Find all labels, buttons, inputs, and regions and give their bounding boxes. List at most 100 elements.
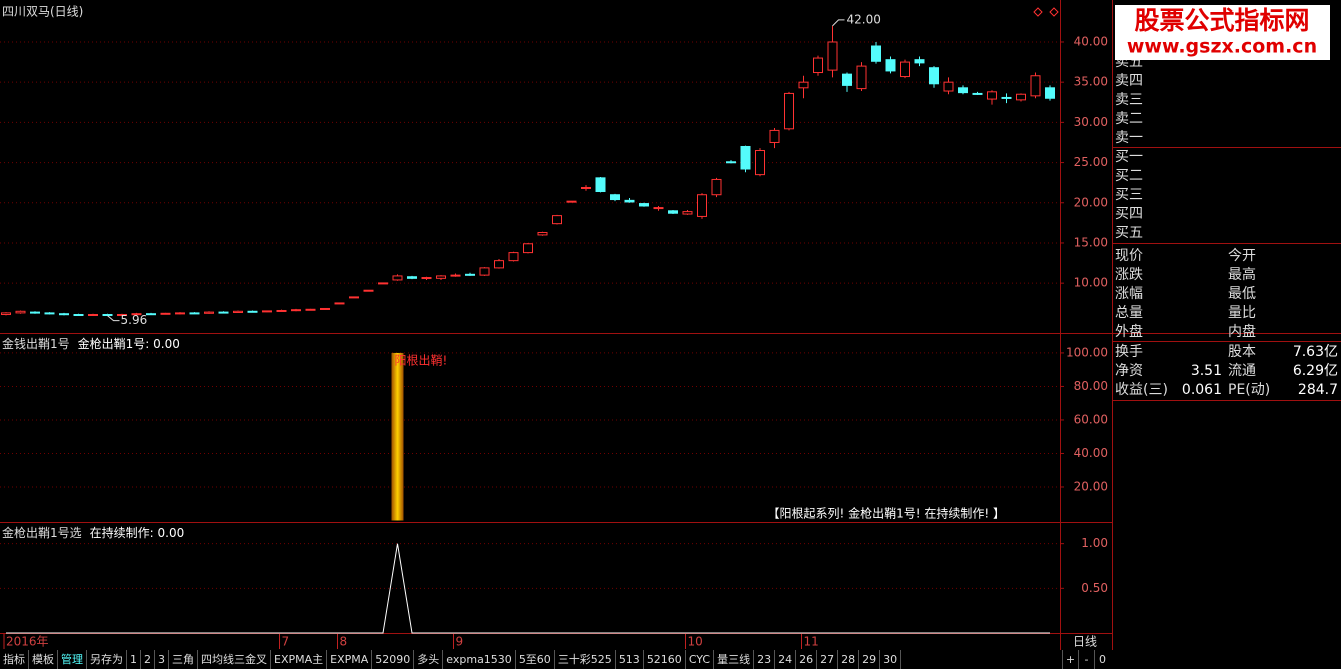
candle-body bbox=[320, 307, 330, 310]
tab[interactable]: 2 bbox=[141, 650, 155, 669]
side-text: 今开 bbox=[1228, 248, 1256, 264]
tab[interactable]: 26 bbox=[796, 650, 818, 669]
candle-body bbox=[450, 274, 461, 277]
tab[interactable]: 29 bbox=[859, 650, 881, 669]
side-text: 股本 bbox=[1228, 344, 1256, 360]
tab[interactable]: 另存为 bbox=[87, 650, 127, 669]
candle-body bbox=[30, 311, 40, 314]
side-text: 7.63亿 bbox=[1293, 344, 1338, 360]
tab[interactable]: 管理 bbox=[58, 650, 87, 669]
tab[interactable]: 三角 bbox=[169, 650, 198, 669]
candle-body bbox=[131, 313, 142, 316]
tab[interactable]: 52090 bbox=[372, 650, 415, 669]
side-text: 量比 bbox=[1228, 305, 1256, 321]
candle-body bbox=[465, 273, 475, 276]
side-text: 3.51 bbox=[1191, 363, 1222, 379]
side-text: 换手 bbox=[1115, 343, 1143, 360]
tab[interactable]: - bbox=[1078, 650, 1094, 669]
candle-body bbox=[537, 232, 548, 236]
pane-title-value: 在持续制作: 0.00 bbox=[90, 525, 185, 540]
signal-bar bbox=[391, 352, 404, 521]
bar-label: 阳根出鞘! bbox=[395, 353, 448, 367]
tab[interactable]: CYC bbox=[686, 650, 715, 669]
tab[interactable]: 52160 bbox=[644, 650, 686, 669]
period-label[interactable]: 日线 bbox=[1073, 635, 1097, 649]
tab[interactable]: 模板 bbox=[29, 650, 58, 669]
candle-body bbox=[653, 207, 664, 210]
tab[interactable]: 三十彩525 bbox=[555, 650, 616, 669]
candle-body bbox=[943, 81, 954, 92]
candle-body bbox=[1030, 75, 1041, 97]
tab[interactable]: 四均线三金叉 bbox=[198, 650, 271, 669]
pane-title-name: 金枪出鞘1号选 bbox=[2, 525, 82, 540]
candle-body bbox=[378, 282, 388, 285]
tab[interactable]: 量三线 bbox=[714, 650, 755, 669]
side-text: 收益(三) bbox=[1115, 382, 1168, 398]
candle-body bbox=[958, 87, 968, 94]
candle-body bbox=[15, 310, 26, 314]
tab[interactable]: 1 bbox=[127, 650, 141, 669]
candle-body bbox=[523, 243, 533, 254]
tab[interactable]: 27 bbox=[817, 650, 839, 669]
candle-body bbox=[494, 260, 504, 269]
side-text: 卖三 bbox=[1115, 92, 1143, 108]
tab[interactable]: EXPMA主 bbox=[271, 650, 328, 669]
candle-body bbox=[291, 309, 301, 312]
side-text: 6.29亿 bbox=[1293, 363, 1338, 379]
x-tick-label: 11 bbox=[804, 635, 819, 649]
side-text: 最高 bbox=[1228, 266, 1256, 283]
candle-body bbox=[740, 145, 751, 170]
side-text: 0.061 bbox=[1182, 382, 1222, 398]
candle-body bbox=[595, 177, 606, 193]
candle-body bbox=[769, 129, 780, 143]
tab[interactable]: 0 bbox=[1094, 650, 1110, 669]
tab[interactable]: 24 bbox=[775, 650, 797, 669]
candle-body bbox=[914, 59, 925, 64]
candle-body bbox=[711, 178, 722, 196]
tab[interactable]: 23 bbox=[754, 650, 776, 669]
candle-body bbox=[175, 312, 185, 315]
tab[interactable]: 30 bbox=[880, 650, 902, 669]
tab[interactable]: EXPMA bbox=[327, 650, 373, 669]
candle-body bbox=[798, 81, 809, 89]
x-tick-label: 10 bbox=[688, 635, 703, 649]
tab[interactable]: expma1530 bbox=[443, 650, 516, 669]
candle-body bbox=[552, 215, 562, 225]
candle-body bbox=[73, 314, 84, 317]
tab[interactable]: 指标 bbox=[0, 650, 29, 669]
window-icons bbox=[1033, 7, 1059, 17]
y-tick-label: 20.00 bbox=[1074, 195, 1108, 209]
candle-body bbox=[697, 194, 707, 217]
candle-body bbox=[1016, 93, 1026, 101]
tab[interactable]: 513 bbox=[616, 650, 644, 669]
tab[interactable]: + bbox=[1062, 650, 1078, 669]
side-text: 买四 bbox=[1115, 206, 1143, 222]
candle-body bbox=[929, 67, 939, 85]
candle-body bbox=[117, 314, 127, 317]
candle-body bbox=[363, 289, 374, 292]
candle-body bbox=[189, 312, 200, 315]
tab[interactable]: 5至60 bbox=[516, 650, 555, 669]
candle-body bbox=[508, 252, 519, 262]
candle-body bbox=[421, 277, 432, 280]
tab[interactable]: 多头 bbox=[414, 650, 444, 669]
candle-body bbox=[262, 310, 272, 313]
y-tick-label: 15.00 bbox=[1074, 235, 1108, 249]
tab[interactable]: 28 bbox=[838, 650, 860, 669]
side-text: 买二 bbox=[1115, 168, 1143, 184]
candle-body bbox=[146, 313, 156, 316]
y-tick-label: 80.00 bbox=[1074, 379, 1108, 393]
side-text: 卖四 bbox=[1115, 73, 1143, 89]
tab[interactable]: 3 bbox=[155, 650, 169, 669]
logo-title: 股票公式指标网 bbox=[1134, 6, 1309, 35]
side-text: 最低 bbox=[1228, 286, 1256, 302]
candle-body bbox=[856, 65, 867, 90]
candle-body bbox=[813, 57, 823, 74]
y-tick-label: 25.00 bbox=[1074, 155, 1108, 169]
logo-url: www.gszx.com.cn bbox=[1127, 36, 1317, 58]
side-text: 净资 bbox=[1115, 363, 1143, 379]
side-text: 总量 bbox=[1115, 305, 1143, 321]
candle-body bbox=[900, 61, 910, 78]
pane-title-name: 金钱出鞘1号 bbox=[2, 336, 70, 351]
